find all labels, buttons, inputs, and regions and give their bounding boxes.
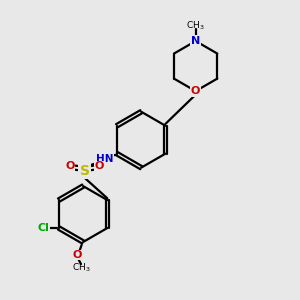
Text: N: N: [191, 36, 200, 46]
Text: CH$_3$: CH$_3$: [72, 261, 91, 274]
Text: O: O: [73, 250, 82, 260]
Text: O: O: [191, 86, 200, 96]
Text: O: O: [65, 161, 74, 171]
Text: S: S: [80, 164, 90, 178]
Text: HN: HN: [95, 154, 113, 164]
Text: CH$_3$: CH$_3$: [186, 20, 205, 32]
Text: O: O: [94, 161, 104, 171]
Text: Cl: Cl: [38, 223, 50, 233]
